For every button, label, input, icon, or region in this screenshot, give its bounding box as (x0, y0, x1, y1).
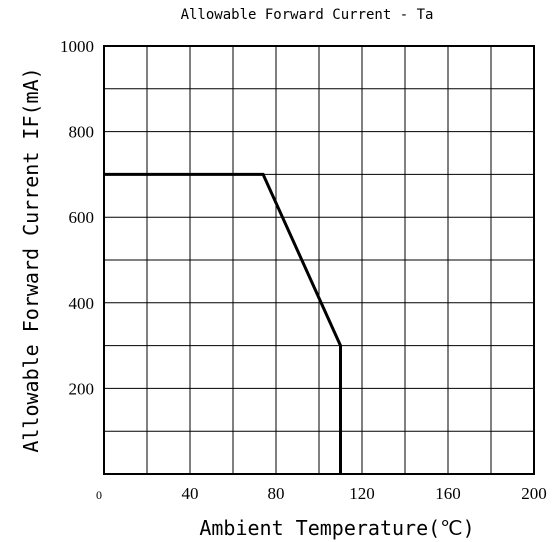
x-tick-label: 0 (96, 488, 102, 502)
plot-frame (103, 45, 535, 475)
x-tick-layer: 0 40 80 120 160 200 (96, 484, 547, 503)
y-tick-label: 1000 (60, 37, 94, 56)
series-layer (104, 172, 342, 474)
chart-title: Allowable Forward Current - Ta (181, 7, 434, 23)
y-axis-label: Allowable Forward Current IF(mA) (19, 67, 43, 452)
y-tick-label: 600 (69, 208, 95, 227)
y-tick-layer: 200 400 600 800 1000 (60, 37, 94, 398)
grid-layer (104, 46, 534, 474)
x-tick-label: 40 (182, 484, 199, 503)
y-tick-label: 800 (69, 123, 95, 142)
y-tick-label: 400 (69, 294, 95, 313)
y-tick-label: 200 (69, 379, 95, 398)
series-line (104, 172, 342, 474)
x-axis-label: Ambient Temperature(℃) (199, 516, 474, 540)
x-tick-label: 200 (521, 484, 547, 503)
x-tick-label: 80 (268, 484, 285, 503)
x-tick-label: 120 (349, 484, 375, 503)
x-tick-label: 160 (435, 484, 461, 503)
